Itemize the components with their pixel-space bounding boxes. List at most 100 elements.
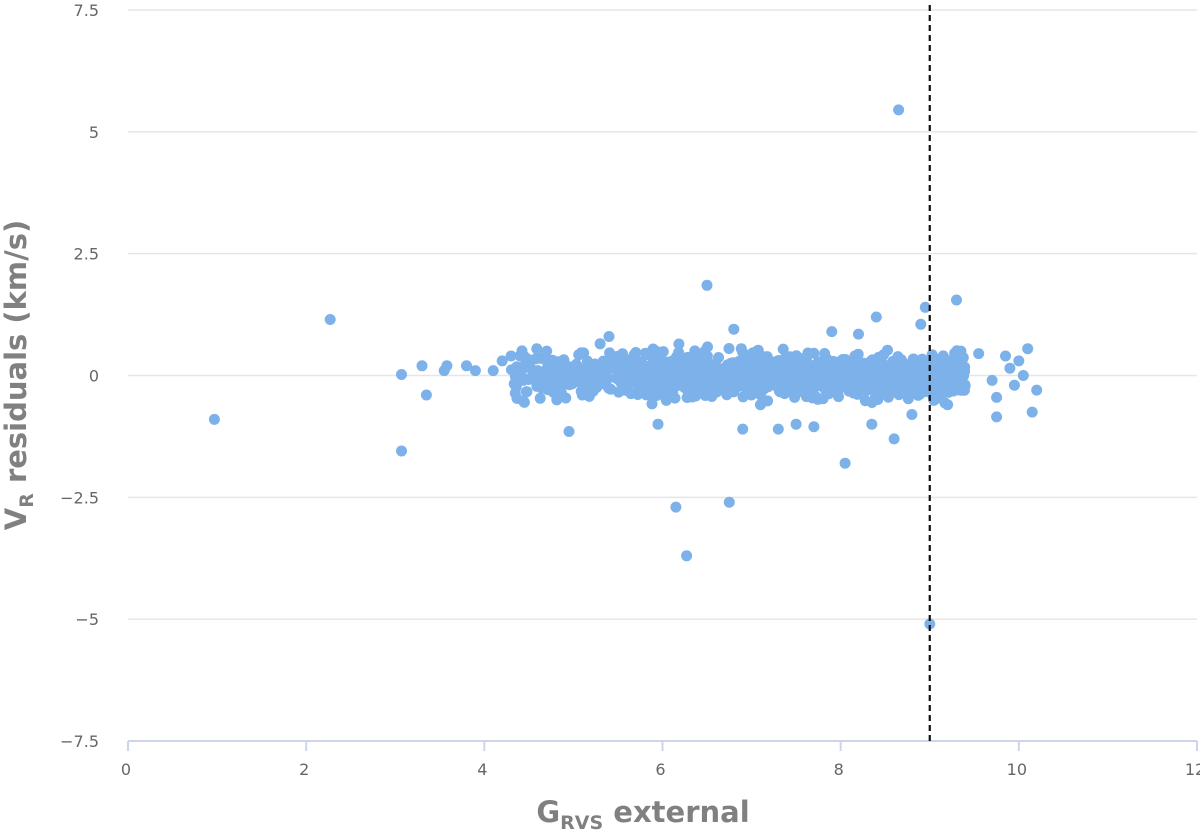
x-tick-label: 8 <box>834 760 844 779</box>
data-point <box>1000 350 1011 362</box>
data-point <box>612 350 623 362</box>
data-point <box>670 501 682 513</box>
data-point <box>826 326 838 338</box>
data-point <box>853 328 864 340</box>
data-point <box>809 381 821 393</box>
data-point <box>665 369 677 381</box>
data-point <box>743 354 755 365</box>
data-point <box>563 426 575 437</box>
data-point <box>839 354 851 365</box>
data-point <box>657 364 669 376</box>
data-point <box>855 362 867 373</box>
data-point <box>810 391 822 403</box>
data-point <box>534 392 546 404</box>
data-point <box>416 360 428 372</box>
y-tick-label: 0 <box>89 367 99 386</box>
data-point <box>855 382 867 394</box>
data-point <box>908 381 920 393</box>
data-point <box>639 347 651 359</box>
data-point <box>915 318 927 330</box>
data-point <box>942 399 954 411</box>
data-point <box>541 345 553 357</box>
data-point <box>839 457 851 469</box>
data-point <box>1017 370 1029 381</box>
data-point <box>721 383 733 395</box>
data-point <box>1026 406 1038 418</box>
data-point <box>546 381 558 393</box>
data-point <box>947 361 959 372</box>
data-point <box>516 345 528 357</box>
data-point <box>919 301 931 313</box>
data-point <box>785 368 797 379</box>
data-point <box>897 381 909 393</box>
data-point <box>701 279 713 291</box>
x-tick-label: 12 <box>1185 760 1200 779</box>
data-point <box>622 366 634 378</box>
data-point <box>461 360 472 372</box>
data-point <box>628 349 640 361</box>
data-point <box>646 398 658 410</box>
data-point <box>773 355 785 366</box>
x-tick-label: 6 <box>655 760 665 779</box>
data-point <box>906 409 918 420</box>
y-axis-title: VR residuals (km/s) <box>0 220 38 531</box>
data-point <box>671 351 683 363</box>
data-point <box>934 372 946 384</box>
x-tick-label: 2 <box>299 760 309 779</box>
data-point <box>924 618 936 630</box>
data-point <box>532 365 544 377</box>
data-point <box>902 393 914 405</box>
data-point <box>689 345 701 357</box>
data-point <box>614 363 626 374</box>
data-point <box>505 350 517 362</box>
data-point <box>682 384 694 396</box>
data-point <box>441 360 453 372</box>
data-point <box>555 386 567 398</box>
data-point <box>748 365 760 377</box>
data-point <box>625 387 637 399</box>
data-point <box>801 366 813 378</box>
data-point <box>710 371 722 382</box>
data-point <box>905 362 917 374</box>
data-point <box>723 343 735 354</box>
data-point <box>396 369 407 380</box>
data-point <box>859 395 871 407</box>
data-point <box>559 363 571 375</box>
data-point <box>865 362 877 373</box>
data-point <box>683 365 695 377</box>
data-point <box>576 389 588 401</box>
data-point <box>652 418 664 430</box>
y-tick-label: −7.5 <box>60 732 99 751</box>
x-tick-label: 10 <box>1007 760 1027 779</box>
data-point <box>884 359 896 371</box>
data-point <box>895 354 907 366</box>
data-point <box>991 411 1003 423</box>
data-point <box>510 381 522 393</box>
data-point <box>793 352 805 364</box>
y-tick-label: 5 <box>89 123 99 142</box>
data-point <box>723 359 735 371</box>
x-tick-label: 4 <box>477 760 487 779</box>
data-point <box>701 370 713 382</box>
data-point <box>973 348 985 360</box>
data-point <box>735 343 747 355</box>
data-point <box>991 391 1003 403</box>
data-point <box>723 496 735 508</box>
data-point <box>801 357 813 369</box>
data-point <box>681 550 693 562</box>
data-point <box>603 331 615 342</box>
data-point <box>953 370 965 382</box>
data-point <box>1004 362 1016 374</box>
data-point <box>951 294 962 306</box>
data-point <box>1008 379 1020 391</box>
data-point <box>959 379 971 391</box>
data-point <box>866 418 878 430</box>
data-point <box>591 381 603 393</box>
data-point <box>673 362 685 374</box>
data-point <box>915 374 926 386</box>
data-point <box>893 104 905 116</box>
data-point <box>869 392 881 404</box>
data-point <box>774 386 786 398</box>
y-tick-label: −5 <box>75 610 99 629</box>
